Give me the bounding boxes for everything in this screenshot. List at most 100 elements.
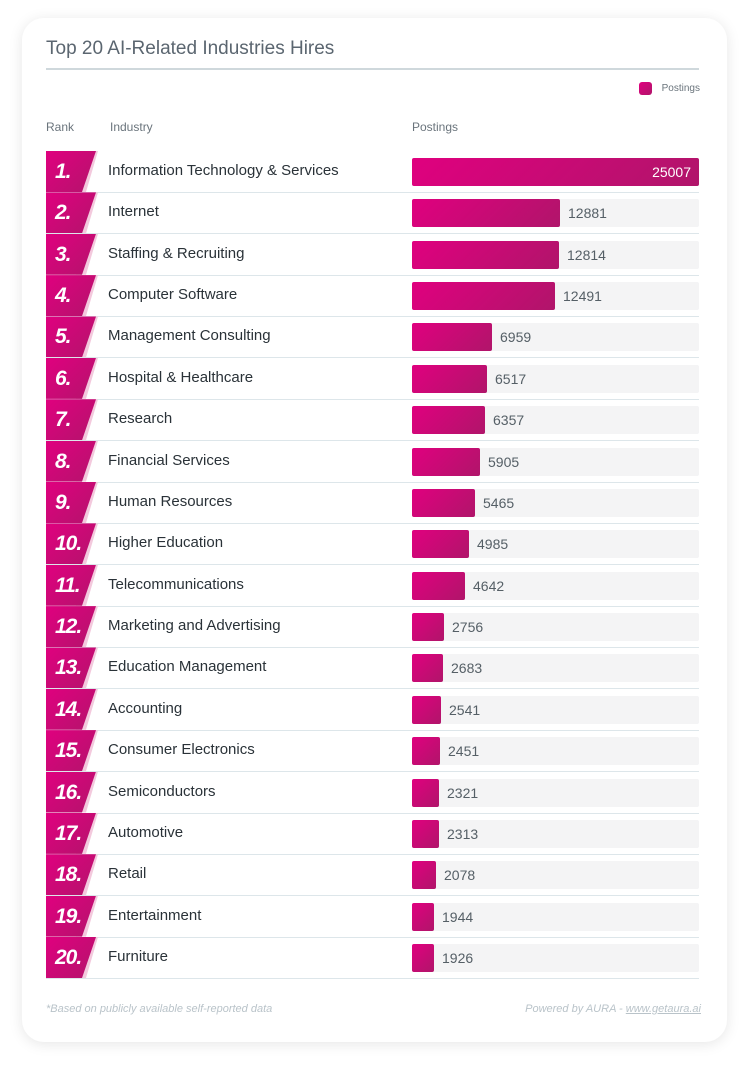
table-row: 5. Management Consulting 6959	[46, 316, 699, 359]
rank-badge: 1.	[46, 151, 102, 192]
website-link[interactable]: www.getaura.ai	[625, 1003, 701, 1015]
bar-track: 2078	[412, 861, 699, 890]
industry-label: Retail	[108, 865, 147, 883]
bar	[412, 737, 440, 766]
rank-label: 2.	[55, 201, 71, 225]
table-row: 17. Automotive 2313	[46, 812, 699, 855]
rank-label: 5.	[55, 325, 71, 349]
industry-label: Financial Services	[108, 451, 230, 469]
value-label: 12814	[567, 246, 606, 263]
value-label: 2451	[448, 743, 480, 760]
industry-label: Education Management	[108, 658, 267, 676]
industry-label: Human Resources	[108, 492, 233, 510]
chart-title: Top 20 AI-Related Industries Hires	[46, 38, 335, 59]
rank-badge: 18.	[46, 854, 102, 896]
rank-label: 19.	[55, 904, 82, 928]
rank-label: 15.	[55, 739, 82, 763]
bar	[412, 778, 439, 807]
value-label: 12491	[563, 288, 602, 305]
industry-label: Furniture	[108, 948, 169, 966]
bar	[412, 240, 559, 269]
title-divider	[46, 68, 699, 70]
rank-label: 9.	[55, 490, 71, 514]
rank-label: 4.	[55, 284, 71, 308]
value-label: 12881	[568, 205, 607, 222]
rank-badge: 11.	[46, 564, 102, 606]
rank-badge: 7.	[46, 399, 102, 441]
value-label: 6517	[495, 370, 527, 387]
bar-track: 2321	[412, 778, 699, 807]
table-row: 9. Human Resources 5465	[46, 481, 699, 524]
rank-label: 20.	[55, 946, 82, 970]
rank-badge: 17.	[46, 812, 102, 854]
industry-label: Management Consulting	[108, 327, 271, 345]
bar	[412, 861, 436, 890]
bar	[412, 530, 469, 559]
industry-label: Consumer Electronics	[108, 741, 255, 759]
table-row: 19. Entertainment 1944	[46, 895, 699, 938]
value-label: 4642	[473, 577, 505, 594]
value-label: 2683	[451, 660, 483, 677]
rank-badge: 9.	[46, 481, 102, 523]
industry-label: Entertainment	[108, 906, 202, 924]
bar-track: 2313	[412, 819, 699, 848]
bar-track: 6357	[412, 406, 699, 435]
table-row: 1. Information Technology & Services 250…	[46, 151, 699, 193]
rank-badge: 5.	[46, 316, 102, 358]
rank-badge: 10.	[46, 523, 102, 565]
rank-label: 17.	[55, 821, 82, 845]
bar	[412, 695, 441, 724]
table-row: 7. Research 6357	[46, 399, 699, 442]
value-label: 25007	[652, 164, 691, 180]
bar	[412, 613, 444, 642]
header-postings: Postings	[412, 120, 459, 134]
powered-by: Powered by AURA - www.getaura.ai	[525, 1003, 701, 1015]
bar-track: 4642	[412, 571, 699, 600]
rank-label: 10.	[55, 532, 82, 556]
table-row: 15. Consumer Electronics 2451	[46, 730, 699, 773]
bar	[412, 282, 555, 311]
bar	[412, 488, 475, 517]
bar-track: 2451	[412, 737, 699, 766]
industry-label: Higher Education	[108, 534, 224, 552]
footnote: *Based on publicly available self-report…	[46, 1003, 273, 1015]
industry-label: Hospital & Healthcare	[108, 368, 254, 386]
bar	[412, 158, 699, 186]
table-row: 13. Education Management 2683	[46, 647, 699, 690]
table-row: 6. Hospital & Healthcare 6517	[46, 357, 699, 400]
bar-track: 12491	[412, 282, 699, 311]
rank-badge: 14.	[46, 688, 102, 730]
industry-label: Internet	[108, 203, 159, 221]
rank-label: 8.	[55, 449, 71, 473]
industry-label: Marketing and Advertising	[108, 617, 281, 635]
table-row: 14. Accounting 2541	[46, 688, 699, 731]
bar	[412, 571, 465, 600]
value-label: 5465	[483, 494, 515, 511]
bar	[412, 902, 434, 931]
bar	[412, 406, 485, 435]
rank-label: 3.	[55, 242, 71, 266]
rank-label: 16.	[55, 780, 82, 804]
industry-label: Automotive	[108, 823, 184, 841]
value-label: 2313	[447, 825, 479, 842]
value-label: 5905	[488, 453, 520, 470]
bar	[412, 819, 439, 848]
industry-label: Staffing & Recruiting	[108, 244, 245, 262]
bar-track: 12814	[412, 240, 699, 269]
bar	[412, 944, 434, 973]
value-label: 4985	[477, 536, 509, 553]
table-row: 11. Telecommunications 4642	[46, 564, 699, 607]
bar	[412, 323, 492, 352]
bar-track: 1944	[412, 902, 699, 931]
industry-label: Telecommunications	[108, 575, 244, 593]
rank-label: 13.	[55, 656, 82, 680]
table-row: 3. Staffing & Recruiting 12814	[46, 233, 699, 276]
industry-label: Information Technology & Services	[108, 162, 339, 179]
table-row: 12. Marketing and Advertising 2756	[46, 606, 699, 649]
legend: Postings	[638, 82, 700, 95]
rank-badge: 6.	[46, 357, 102, 399]
powered-by-text: Powered by AURA -	[525, 1003, 626, 1015]
bar	[412, 447, 480, 476]
rank-badge: 15.	[46, 730, 102, 772]
value-label: 1944	[442, 908, 474, 925]
